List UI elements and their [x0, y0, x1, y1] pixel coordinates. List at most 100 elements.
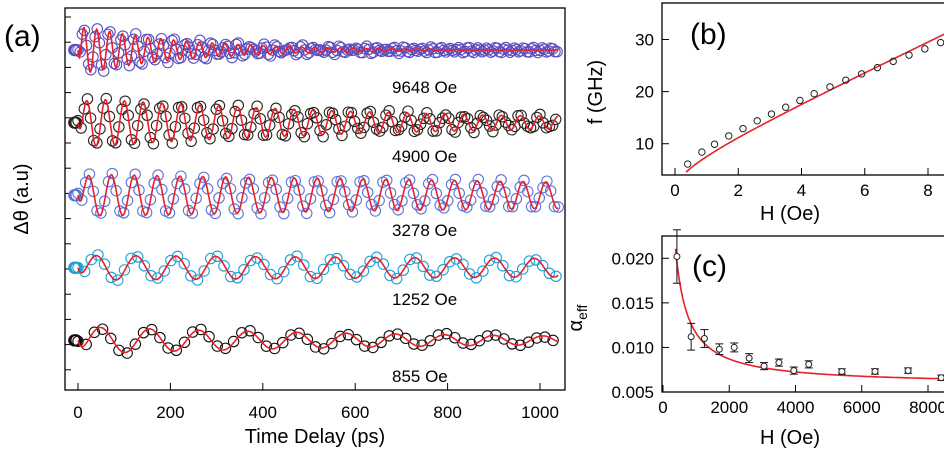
a-data-point — [284, 254, 297, 266]
a-data-point — [312, 175, 324, 187]
a-data-point — [157, 100, 169, 112]
a-data-point — [384, 187, 397, 199]
a-data-point — [435, 41, 448, 54]
a-data-point — [335, 175, 347, 187]
panel-a-ylabel: Δθ (a.u) — [11, 163, 33, 234]
a-data-point — [522, 185, 534, 198]
a-series-label: 4900 Oe — [392, 147, 457, 166]
a-data-point — [404, 253, 416, 266]
a-xtick-label: 0 — [73, 403, 82, 422]
a-data-point — [499, 186, 511, 198]
a-data-point — [88, 326, 101, 339]
a-data-point — [227, 335, 240, 348]
panel-b-letter: (b) — [690, 18, 727, 51]
a-data-point — [165, 254, 177, 267]
a-data-point — [279, 130, 292, 142]
a-data-point — [200, 52, 213, 65]
a-data-point — [264, 268, 277, 281]
a-data-point — [361, 186, 374, 199]
a-data-point — [537, 181, 549, 194]
a-data-point — [98, 258, 111, 270]
a-data-point — [83, 168, 96, 180]
a-data-point — [178, 257, 190, 270]
a-data-point — [159, 51, 172, 64]
a-data-point — [355, 127, 367, 139]
panel-c-frame — [661, 235, 944, 393]
a-data-point — [238, 263, 250, 276]
panel-a-x-ticks: 0 200 400 600 800 1000 — [73, 383, 559, 422]
a-data-point — [285, 329, 297, 341]
a-data-point — [211, 340, 224, 352]
a-data-point — [117, 30, 129, 42]
a-data-point — [179, 112, 191, 125]
b-ytick-label: 10 — [635, 135, 654, 154]
a-data-point — [339, 120, 351, 133]
a-fit-line — [77, 173, 559, 217]
a-data-point — [548, 200, 561, 213]
a-fit-line — [77, 254, 559, 281]
a-data-point — [457, 337, 469, 349]
a-data-point — [175, 170, 187, 182]
c-data-point — [700, 335, 708, 343]
a-data-point — [417, 260, 429, 273]
a-data-point — [295, 126, 307, 139]
a-data-point — [446, 123, 458, 136]
a-data-point — [439, 109, 452, 121]
a-data-point — [80, 338, 92, 351]
a-data-point — [85, 63, 97, 76]
a-data-point — [91, 137, 103, 149]
a-data-point — [140, 206, 153, 219]
c-xtick-label: 0 — [658, 398, 667, 417]
a-data-point — [236, 326, 248, 339]
a-data-point — [483, 201, 496, 213]
a-data-point — [483, 254, 496, 267]
a-data-point — [491, 42, 503, 54]
a-start-point — [70, 43, 83, 57]
a-fit-line — [77, 326, 559, 354]
a-data-point — [495, 174, 507, 186]
a-data-point — [350, 194, 363, 206]
a-data-point — [92, 249, 104, 261]
a-data-point — [476, 187, 488, 199]
a-data-point — [119, 95, 131, 107]
b-data-point — [796, 96, 804, 105]
a-data-point — [424, 269, 436, 281]
panel-c-ylabel: αeff — [565, 304, 590, 331]
a-data-point — [497, 260, 509, 272]
a-data-point — [301, 333, 314, 346]
a-data-point — [244, 325, 256, 337]
a-data-point — [472, 42, 484, 54]
panel-a-y-ticks — [65, 16, 71, 371]
a-data-point — [263, 119, 276, 131]
a-data-point — [133, 184, 145, 196]
a-data-point — [138, 98, 150, 110]
a-data-point — [477, 265, 489, 277]
a-data-point — [218, 260, 230, 272]
a-data-point — [304, 193, 317, 205]
a-data-point — [232, 99, 245, 112]
c-xtick-label: 2000 — [710, 398, 748, 417]
c-fit-line — [674, 248, 944, 380]
a-data-point — [369, 205, 382, 217]
a-data-point — [506, 338, 518, 350]
a-data-point — [534, 108, 546, 121]
a-data-point — [426, 173, 439, 186]
c-ytick-label: 0.010 — [611, 338, 654, 357]
a-data-point — [278, 207, 290, 220]
a-data-point — [213, 99, 226, 112]
b-data-point — [767, 110, 776, 118]
alpha-symbol: α — [565, 320, 587, 332]
c-data-point — [730, 343, 738, 351]
a-start-point — [70, 261, 83, 274]
b-data-point — [810, 89, 818, 98]
c-ytick-label: 0.015 — [611, 294, 654, 313]
a-data-point — [403, 174, 416, 186]
a-data-point — [510, 193, 523, 205]
a-data-point — [232, 37, 245, 49]
a-data-point — [128, 137, 141, 150]
c-data-point — [937, 374, 944, 382]
b-xtick-label: 2 — [734, 181, 743, 200]
a-data-point — [209, 207, 221, 220]
a-data-point — [375, 336, 387, 349]
a-xtick-label: 200 — [156, 403, 184, 422]
